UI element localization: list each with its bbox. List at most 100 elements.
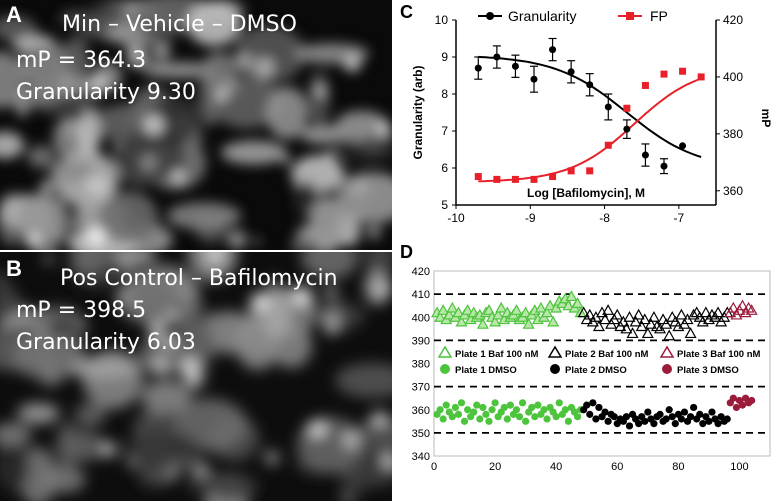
cell-blob <box>58 9 95 27</box>
cell-granule <box>40 179 54 194</box>
y-tick-label: 400 <box>412 312 430 324</box>
baf-point <box>495 301 508 313</box>
cell-granule <box>140 154 157 171</box>
cell-granule <box>308 419 327 439</box>
cell-granule <box>180 357 200 377</box>
baf-point <box>611 308 624 320</box>
baf-point <box>544 299 557 311</box>
baf-point <box>434 311 447 322</box>
cell-granule <box>268 277 277 287</box>
cell-granule <box>349 178 369 197</box>
baf-point <box>455 315 468 327</box>
granularity-point <box>641 151 649 159</box>
fp-point <box>586 167 594 175</box>
baf-point <box>519 306 532 318</box>
dmso-point <box>442 401 450 409</box>
cell-granule <box>112 141 119 149</box>
dmso-point <box>665 406 673 414</box>
cell-blob <box>0 285 21 320</box>
baf-point <box>663 329 676 341</box>
y-tick-label: 8 <box>441 87 448 101</box>
dmso-point <box>470 408 478 416</box>
cell-granule <box>171 170 186 184</box>
legend-triangle-marker <box>437 345 453 358</box>
y-axis-label: Granularity (arb) <box>411 65 425 159</box>
baf-point <box>571 297 584 308</box>
baf-point <box>620 322 633 334</box>
baf-point <box>736 299 749 311</box>
cell-granule <box>144 115 164 135</box>
dmso-point <box>604 417 612 425</box>
dmso-point <box>531 413 539 421</box>
cell-blob <box>0 443 31 492</box>
fp-point <box>567 167 575 175</box>
dmso-point <box>522 417 530 425</box>
cell-granule <box>76 102 84 110</box>
legend-triangle-marker <box>547 345 563 358</box>
baf-point <box>675 308 688 320</box>
cell-granule <box>297 225 314 242</box>
x-tick-label: 60 <box>611 461 623 473</box>
cell-granule <box>315 85 326 97</box>
cell-granule <box>227 229 247 250</box>
dmso-point <box>677 415 686 423</box>
x-tick-label: 20 <box>489 461 501 473</box>
cell-granule <box>190 482 199 491</box>
dmso-point <box>586 410 594 418</box>
granularity-point <box>549 46 557 54</box>
cell-blob <box>16 193 69 242</box>
cell-blob <box>266 86 309 140</box>
granularity-point <box>660 162 668 170</box>
cell-blob <box>48 158 94 183</box>
micrograph-panel-b: B Pos Control – Bafilomycin mP = 398.5 G… <box>0 252 392 501</box>
dmso-point <box>454 410 463 418</box>
dmso-point <box>457 399 466 407</box>
baf-point <box>510 304 523 315</box>
x-tick-label: 80 <box>672 461 684 473</box>
cell-granule <box>381 452 392 469</box>
dmso-point <box>650 420 658 428</box>
cell-blob <box>27 145 55 169</box>
dmso-point <box>680 408 689 416</box>
baf-point <box>699 306 712 318</box>
baf-point <box>547 315 560 327</box>
fp-point <box>474 173 482 181</box>
baf-point <box>452 306 465 318</box>
cell-granule <box>115 289 131 304</box>
baf-point <box>745 304 758 315</box>
x-tick-label: -7 <box>674 211 685 225</box>
dmso-point <box>705 417 713 425</box>
legend-granularity-label: Granularity <box>508 8 576 24</box>
cell-blob <box>335 362 392 398</box>
cell-granule <box>164 310 180 326</box>
dmso-point <box>500 403 508 412</box>
dmso-point <box>589 399 597 407</box>
granularity-point <box>493 53 501 61</box>
cell-blob <box>126 429 202 468</box>
panel-a-granularity: Granularity 9.30 <box>16 80 196 105</box>
cell-blob <box>141 379 192 416</box>
y-tick-label: 340 <box>412 451 430 463</box>
cell-blob <box>55 422 81 470</box>
x-tick-label: -8 <box>599 211 610 225</box>
dmso-point <box>595 403 603 412</box>
fp-point <box>623 104 631 112</box>
dmso-point <box>464 406 472 414</box>
dmso-point <box>656 410 664 418</box>
legend-label: Plate 2 DMSO <box>565 365 627 376</box>
cell-granule <box>264 450 280 465</box>
cell-granule <box>341 496 350 501</box>
dmso-point <box>485 417 493 425</box>
baf-point <box>635 320 648 332</box>
fp-point <box>604 141 612 149</box>
cell-blob <box>362 133 386 152</box>
dmso-point <box>448 413 456 421</box>
fp-point <box>679 67 687 75</box>
cell-granule <box>205 252 225 265</box>
fp-point <box>530 175 538 183</box>
granularity-point <box>474 64 482 72</box>
cell-granule <box>325 321 340 336</box>
dmso-point <box>729 394 737 402</box>
micrograph-image-b <box>0 252 392 501</box>
dmso-point <box>555 399 563 407</box>
